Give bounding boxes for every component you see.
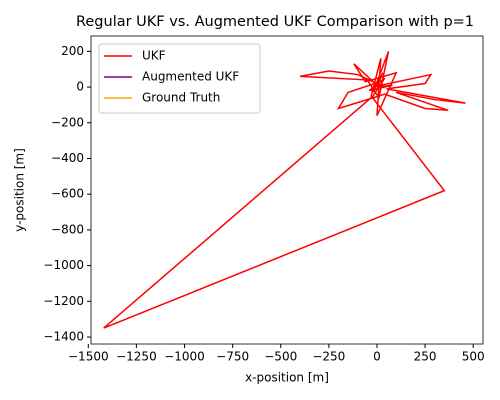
legend-label: UKF	[142, 49, 166, 63]
chart-title: Regular UKF vs. Augmented UKF Comparison…	[76, 14, 474, 30]
x-axis-label: x-position [m]	[245, 371, 329, 385]
y-tick-label: 0	[76, 80, 84, 94]
x-tick-label: 500	[462, 350, 485, 364]
x-tick-label: −250	[312, 350, 345, 364]
y-tick-label: −1400	[43, 330, 84, 344]
plot-frame	[90, 35, 484, 345]
y-tick-label: −1200	[43, 294, 84, 308]
legend-box	[98, 43, 261, 114]
x-tick-label: −1500	[68, 350, 109, 364]
y-tick-label: −1000	[43, 258, 84, 272]
legend-label: Augmented UKF	[142, 70, 239, 84]
y-tick-label: −400	[51, 151, 84, 165]
y-tick-label: −600	[51, 187, 84, 201]
x-tick-label: −1250	[116, 350, 157, 364]
y-tick-label: −200	[51, 115, 84, 129]
y-tick-label: −800	[51, 222, 84, 236]
x-tick-label: −1000	[164, 350, 205, 364]
x-tick-label: −750	[216, 350, 249, 364]
series-line	[103, 51, 466, 329]
x-tick-label: 0	[373, 350, 381, 364]
x-tick-label: −500	[264, 350, 297, 364]
y-tick-label: 200	[61, 44, 84, 58]
x-tick-label: 250	[414, 350, 437, 364]
y-axis-label: y-position [m]	[13, 148, 27, 232]
legend-label: Ground Truth	[142, 91, 220, 105]
